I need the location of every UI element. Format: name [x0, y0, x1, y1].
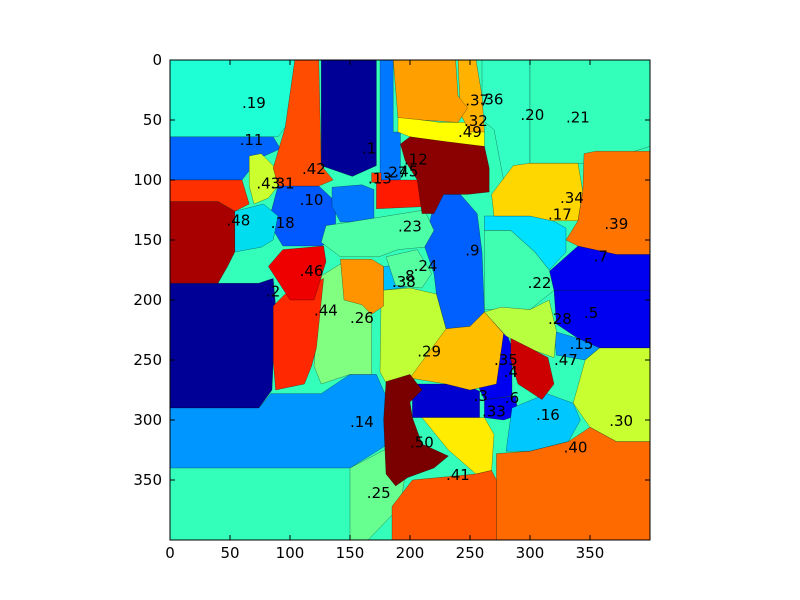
region-label: .24: [414, 257, 438, 275]
x-tick-label: 50: [220, 544, 239, 562]
region-label: .33: [482, 402, 506, 420]
region-label: .8: [400, 267, 414, 285]
x-tick-label: 200: [396, 544, 425, 562]
region-label: .34: [560, 189, 584, 207]
region-24: [385, 249, 432, 289]
y-tick-label: 100: [133, 171, 162, 189]
region-46: [268, 245, 327, 301]
y-tick-label: 0: [152, 51, 162, 69]
region-13: [331, 184, 375, 223]
region-39: [565, 150, 651, 255]
region-35: [409, 311, 504, 391]
x-tick-label: 100: [276, 544, 305, 562]
region-label: .39: [604, 215, 628, 233]
region-47: [510, 338, 555, 400]
region-label: .19: [242, 94, 266, 112]
region-label: .25: [367, 484, 391, 502]
region-label: .10: [300, 191, 324, 209]
region-label: .7: [594, 248, 608, 266]
x-axis: 0 50 100 150 200 250 300 350: [165, 60, 604, 562]
x-tick-label: 350: [576, 544, 605, 562]
x-tick-label: 250: [456, 544, 485, 562]
region-19: [169, 59, 295, 138]
region-label: .35: [494, 351, 518, 369]
region-label: .32: [464, 112, 488, 130]
region-label: .45: [394, 162, 418, 180]
region-2: [169, 278, 276, 409]
y-axis: 0 50 100 150 200 250 300 350: [133, 51, 650, 489]
region-1: [321, 59, 377, 177]
region-label: .11: [240, 131, 264, 149]
region-label: .20: [520, 106, 544, 124]
region-42: [272, 59, 334, 187]
region-label: .18: [271, 214, 295, 232]
region-label: .27: [384, 164, 408, 182]
y-tick-label: 300: [133, 411, 162, 429]
labels-layer: .1 .2 .3 .4 .5 .6 .7 .8 .9 .10 .11 .12 .13 .14 .15 .16.…: [226, 90, 633, 502]
regions-layer: [169, 59, 651, 541]
region-label: .26: [350, 309, 374, 327]
region-label: .48: [226, 212, 250, 230]
region-38: [340, 259, 384, 315]
region-label: .3: [474, 387, 488, 405]
region-31: [248, 153, 279, 205]
region-label: .41: [446, 466, 470, 484]
region-label: .36: [480, 90, 504, 108]
region-label: .1: [362, 140, 376, 158]
region-label: .47: [554, 351, 578, 369]
region-label: .13: [368, 170, 392, 188]
region-label: .42: [302, 160, 326, 178]
y-tick-label: 200: [133, 291, 162, 309]
region-label: .17: [548, 206, 572, 224]
region-50: [383, 374, 449, 487]
region-label: .9: [465, 242, 479, 260]
y-tick-label: 350: [133, 471, 162, 489]
region-label: .50: [410, 434, 434, 452]
region-label: .2: [266, 282, 280, 300]
region-label: .40: [564, 438, 588, 456]
region-label: .31: [271, 174, 295, 192]
region-label: .43: [256, 174, 280, 192]
region-49: [400, 136, 490, 214]
region-label: .5: [584, 304, 598, 322]
region-48: [169, 201, 236, 284]
region-label: .46: [300, 262, 324, 280]
region-label: .29: [417, 342, 441, 360]
region-label: .37: [465, 92, 489, 110]
region-label: .15: [570, 335, 594, 353]
y-tick-label: 250: [133, 351, 162, 369]
region-23: [320, 209, 435, 257]
y-tick-label: 50: [143, 111, 162, 129]
region-label: .30: [609, 412, 633, 430]
region-label: .21: [566, 108, 590, 126]
region-21: [529, 59, 651, 164]
region-label: .16: [536, 406, 560, 424]
region-label: .44: [314, 302, 338, 320]
region-14: [169, 374, 389, 469]
region-label: .38: [392, 273, 416, 291]
region-label: .28: [548, 310, 572, 328]
region-label: .12: [404, 150, 428, 168]
y-tick-label: 150: [133, 231, 162, 249]
region-37: [392, 59, 468, 123]
x-tick-label: 150: [336, 544, 365, 562]
region-label: .6: [505, 389, 519, 407]
region-label: .4: [504, 363, 518, 381]
x-tick-label: 0: [165, 544, 175, 562]
region-22: [484, 230, 555, 310]
region-label: .14: [350, 413, 374, 431]
region-label: .22: [528, 274, 552, 292]
region-label: .49: [458, 123, 482, 141]
x-tick-label: 300: [516, 544, 545, 562]
region-label: .23: [398, 218, 422, 236]
region-27: [371, 172, 382, 183]
region-16: [505, 393, 581, 452]
